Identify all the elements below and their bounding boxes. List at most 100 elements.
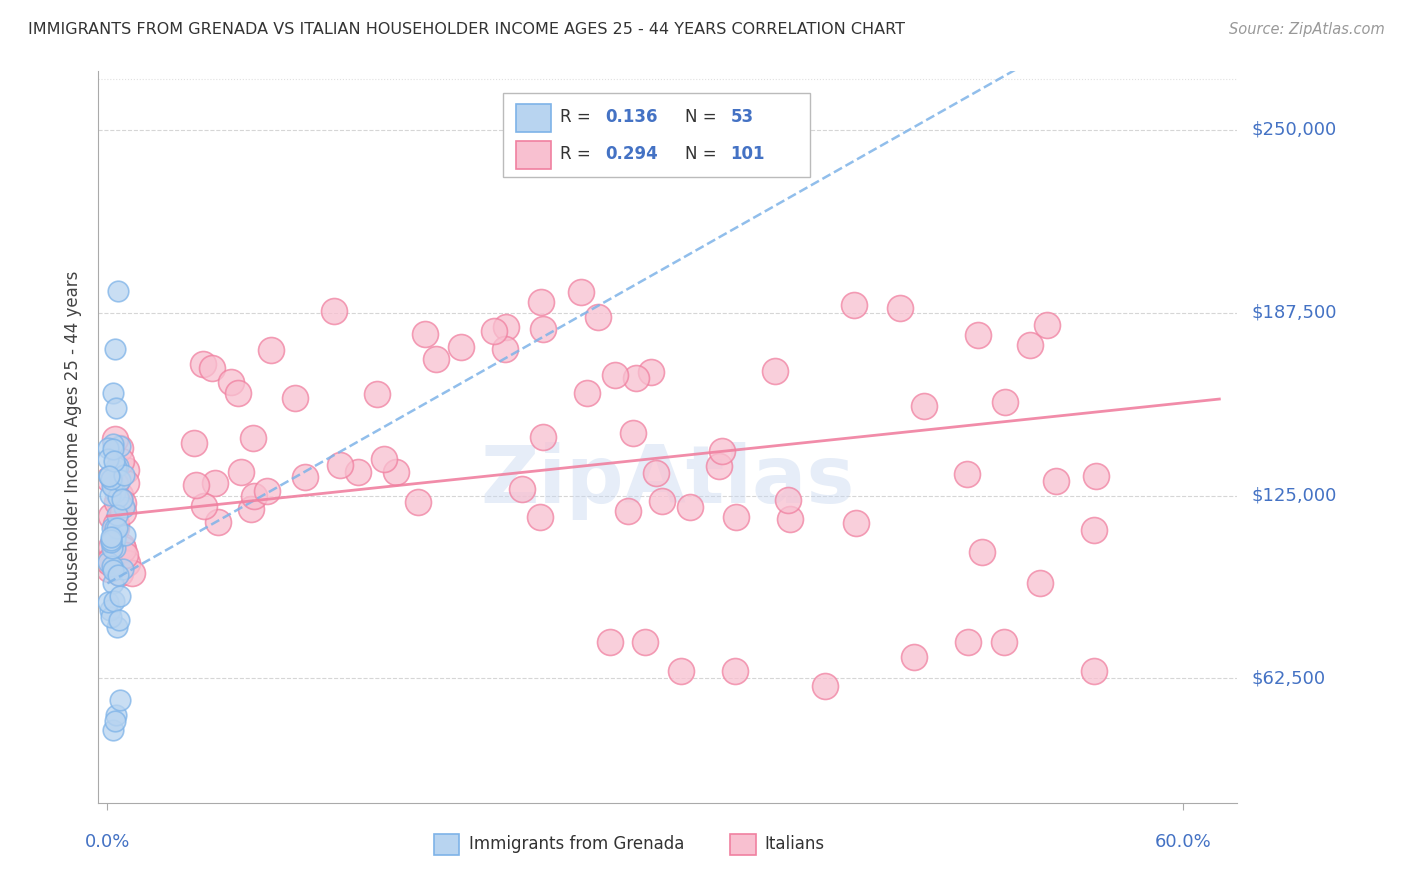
- Point: [115, 556, 138, 570]
- Point: [103, 485, 125, 500]
- Point: [529, 510, 551, 524]
- Point: [242, 431, 264, 445]
- Point: [98, 488, 121, 502]
- Point: [111, 491, 134, 506]
- Point: [103, 561, 125, 575]
- Point: [912, 399, 935, 413]
- Point: [201, 361, 224, 376]
- Point: [599, 635, 621, 649]
- Point: [107, 284, 129, 298]
- Text: 101: 101: [731, 145, 765, 163]
- Point: [450, 340, 472, 354]
- Point: [105, 521, 128, 535]
- Bar: [516, 104, 551, 132]
- Point: [679, 500, 702, 514]
- Point: [260, 343, 283, 357]
- Point: [97, 451, 120, 466]
- Point: [239, 502, 262, 516]
- Point: [494, 343, 516, 357]
- Point: [101, 479, 124, 493]
- Point: [814, 679, 837, 693]
- Text: Italians: Italians: [765, 836, 825, 854]
- Point: [108, 488, 131, 502]
- Point: [207, 515, 229, 529]
- Point: [763, 364, 786, 378]
- Point: [903, 649, 925, 664]
- FancyBboxPatch shape: [503, 94, 810, 178]
- Point: [107, 493, 129, 508]
- Point: [114, 549, 136, 563]
- Point: [105, 401, 128, 415]
- Point: [415, 326, 437, 341]
- Point: [111, 540, 134, 554]
- Point: [112, 500, 135, 514]
- Text: Immigrants from Grenada: Immigrants from Grenada: [468, 836, 683, 854]
- Point: [256, 483, 278, 498]
- Text: 53: 53: [731, 109, 754, 127]
- Text: 60.0%: 60.0%: [1156, 833, 1212, 851]
- Point: [957, 635, 980, 649]
- Bar: [434, 833, 460, 855]
- Point: [844, 298, 866, 312]
- Point: [98, 555, 121, 569]
- Point: [115, 463, 138, 477]
- Point: [204, 475, 226, 490]
- Point: [725, 510, 748, 524]
- Point: [121, 566, 143, 580]
- Bar: [731, 833, 755, 855]
- Point: [779, 512, 801, 526]
- Point: [111, 541, 134, 556]
- Point: [103, 454, 125, 468]
- Point: [621, 426, 644, 441]
- Point: [103, 436, 125, 450]
- Point: [671, 664, 693, 678]
- Point: [100, 541, 122, 555]
- Point: [651, 493, 673, 508]
- Y-axis label: Householder Income Ages 25 - 44 years: Householder Income Ages 25 - 44 years: [65, 271, 83, 603]
- Point: [101, 563, 124, 577]
- Point: [993, 635, 1015, 649]
- Point: [105, 708, 128, 723]
- Bar: [516, 141, 551, 169]
- Point: [531, 430, 554, 444]
- Point: [994, 395, 1017, 409]
- Point: [100, 509, 122, 524]
- Text: 0.0%: 0.0%: [84, 833, 131, 851]
- Text: $250,000: $250,000: [1251, 121, 1337, 139]
- Point: [967, 327, 990, 342]
- Point: [97, 441, 120, 455]
- Point: [603, 368, 626, 382]
- Point: [956, 467, 979, 482]
- Point: [98, 554, 121, 568]
- Point: [107, 458, 129, 473]
- Point: [104, 476, 127, 491]
- Point: [634, 635, 657, 649]
- Point: [104, 532, 127, 546]
- Point: [107, 521, 129, 535]
- Point: [112, 561, 135, 575]
- Point: [759, 137, 782, 152]
- Text: N =: N =: [685, 109, 721, 127]
- Text: N =: N =: [685, 145, 721, 163]
- Point: [98, 472, 121, 486]
- Point: [115, 475, 138, 490]
- Point: [347, 466, 370, 480]
- Point: [104, 531, 127, 545]
- Point: [108, 438, 131, 452]
- Point: [707, 459, 730, 474]
- Point: [98, 603, 121, 617]
- Point: [645, 466, 668, 480]
- Point: [105, 495, 128, 509]
- Point: [108, 589, 131, 603]
- Point: [373, 452, 395, 467]
- Point: [114, 528, 136, 542]
- Point: [111, 496, 134, 510]
- Point: [101, 541, 124, 556]
- Point: [586, 310, 609, 324]
- Text: $187,500: $187,500: [1251, 304, 1337, 322]
- Point: [100, 610, 122, 624]
- Point: [1085, 469, 1108, 483]
- Point: [101, 558, 124, 573]
- Point: [101, 386, 124, 401]
- Point: [776, 493, 799, 508]
